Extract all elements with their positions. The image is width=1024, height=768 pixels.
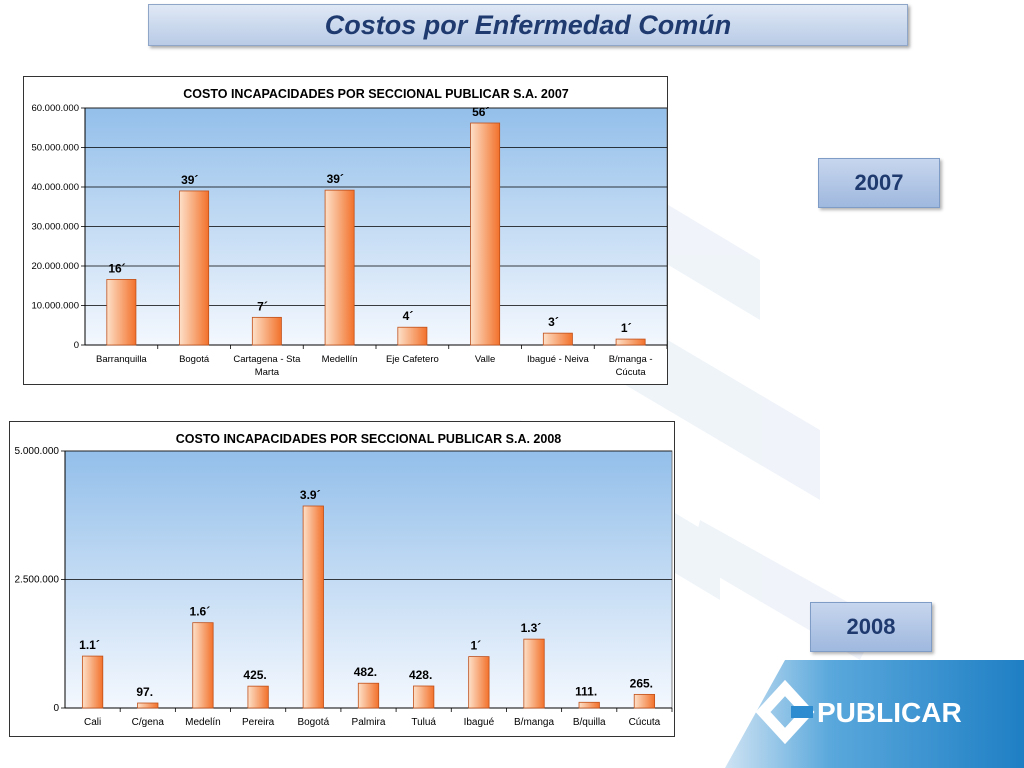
x-tick-label: Valle [475, 354, 495, 365]
bar [397, 326, 428, 346]
x-tick-label: Bogotá [297, 717, 329, 728]
x-tick-label: Palmira [352, 717, 386, 728]
x-tick-label: B/manga - [609, 354, 653, 365]
data-label: 111. [575, 684, 597, 698]
bar [247, 685, 269, 709]
x-tick-label: Eje Cafetero [386, 354, 439, 365]
x-tick-label: Marta [255, 367, 280, 378]
year-badge-2007: 2007 [818, 158, 940, 208]
chart-title: COSTO INCAPACIDADES POR SECCIONAL PUBLIC… [176, 432, 562, 446]
data-label: 39´ [327, 172, 344, 186]
bar [578, 701, 600, 709]
bar [324, 189, 355, 346]
x-tick-label: Pereira [242, 717, 275, 728]
bar [542, 332, 573, 346]
y-tick-label: 5.000.000 [15, 446, 60, 457]
chart-2007-svg: COSTO INCAPACIDADES POR SECCIONAL PUBLIC… [31, 87, 667, 378]
bar [81, 655, 104, 709]
x-tick-label: Cali [84, 717, 101, 728]
x-tick-label: B/manga [514, 717, 554, 728]
bar [357, 682, 380, 709]
logo-text: PUBLICAR [817, 697, 962, 728]
data-label: 3´ [548, 315, 559, 329]
bar [523, 638, 545, 709]
chart-title: COSTO INCAPACIDADES POR SECCIONAL PUBLIC… [183, 87, 569, 101]
bar [470, 122, 501, 346]
x-tick-label: Cúcuta [616, 367, 647, 378]
bar [468, 656, 490, 709]
x-tick-label: Bogotá [179, 354, 210, 365]
bar [137, 702, 159, 709]
chart-2008: COSTO INCAPACIDADES POR SECCIONAL PUBLIC… [9, 421, 675, 737]
publicar-emblem-icon [755, 679, 815, 745]
data-label: 265. [630, 676, 653, 690]
data-label: 97. [136, 685, 153, 699]
x-tick-label: Medelín [185, 717, 221, 728]
y-tick-label: 0 [53, 703, 59, 714]
bar [615, 338, 646, 346]
x-tick-label: Tuluá [411, 717, 436, 728]
year-badge-2008: 2008 [810, 602, 932, 652]
x-tick-label: Barranquilla [96, 354, 147, 365]
x-tick-label: Cartagena - Sta [233, 354, 301, 365]
data-label: 482. [354, 665, 377, 679]
bar [106, 279, 137, 346]
x-tick-label: B/quilla [573, 717, 606, 728]
y-tick-label: 0 [74, 340, 79, 351]
bar [251, 316, 282, 346]
bar [633, 693, 656, 709]
data-label: 425. [243, 668, 266, 682]
data-label: 56´ [472, 105, 489, 119]
x-tick-label: Cúcuta [629, 717, 661, 728]
y-tick-label: 50.000.000 [31, 143, 79, 154]
bar [413, 685, 435, 709]
data-label: 7´ [257, 299, 268, 313]
data-label: 3.9´ [300, 488, 321, 502]
page-title-bar: Costos por Enfermedad Común [148, 4, 908, 46]
chart-2007: COSTO INCAPACIDADES POR SECCIONAL PUBLIC… [23, 76, 668, 385]
x-tick-label: C/gena [132, 717, 165, 728]
x-tick-label: Medellín [322, 354, 358, 365]
x-tick-label: Ibagué [464, 717, 495, 728]
bar [192, 622, 214, 709]
y-tick-label: 40.000.000 [31, 182, 79, 193]
data-label: 16´ [108, 261, 125, 275]
y-tick-label: 20.000.000 [31, 261, 79, 272]
data-label: 1´ [621, 321, 632, 335]
publicar-logo: PUBLICAR [725, 660, 1024, 768]
data-label: 1.3´ [521, 621, 542, 635]
data-label: 428. [409, 668, 432, 682]
bar [302, 505, 324, 709]
data-label: 39´ [181, 173, 198, 187]
data-label: 1.1´ [79, 638, 100, 652]
page-title: Costos por Enfermedad Común [324, 9, 732, 40]
data-label: 4´ [403, 309, 414, 323]
data-label: 1´ [470, 639, 481, 653]
y-tick-label: 10.000.000 [31, 301, 79, 312]
y-tick-label: 30.000.000 [31, 222, 79, 233]
chart-2008-svg: COSTO INCAPACIDADES POR SECCIONAL PUBLIC… [15, 432, 673, 728]
bar [179, 190, 210, 346]
y-tick-label: 2.500.000 [15, 575, 60, 586]
data-label: 1.6´ [190, 605, 211, 619]
y-tick-label: 60.000.000 [31, 103, 79, 114]
x-tick-label: Ibagué - Neiva [527, 354, 590, 365]
